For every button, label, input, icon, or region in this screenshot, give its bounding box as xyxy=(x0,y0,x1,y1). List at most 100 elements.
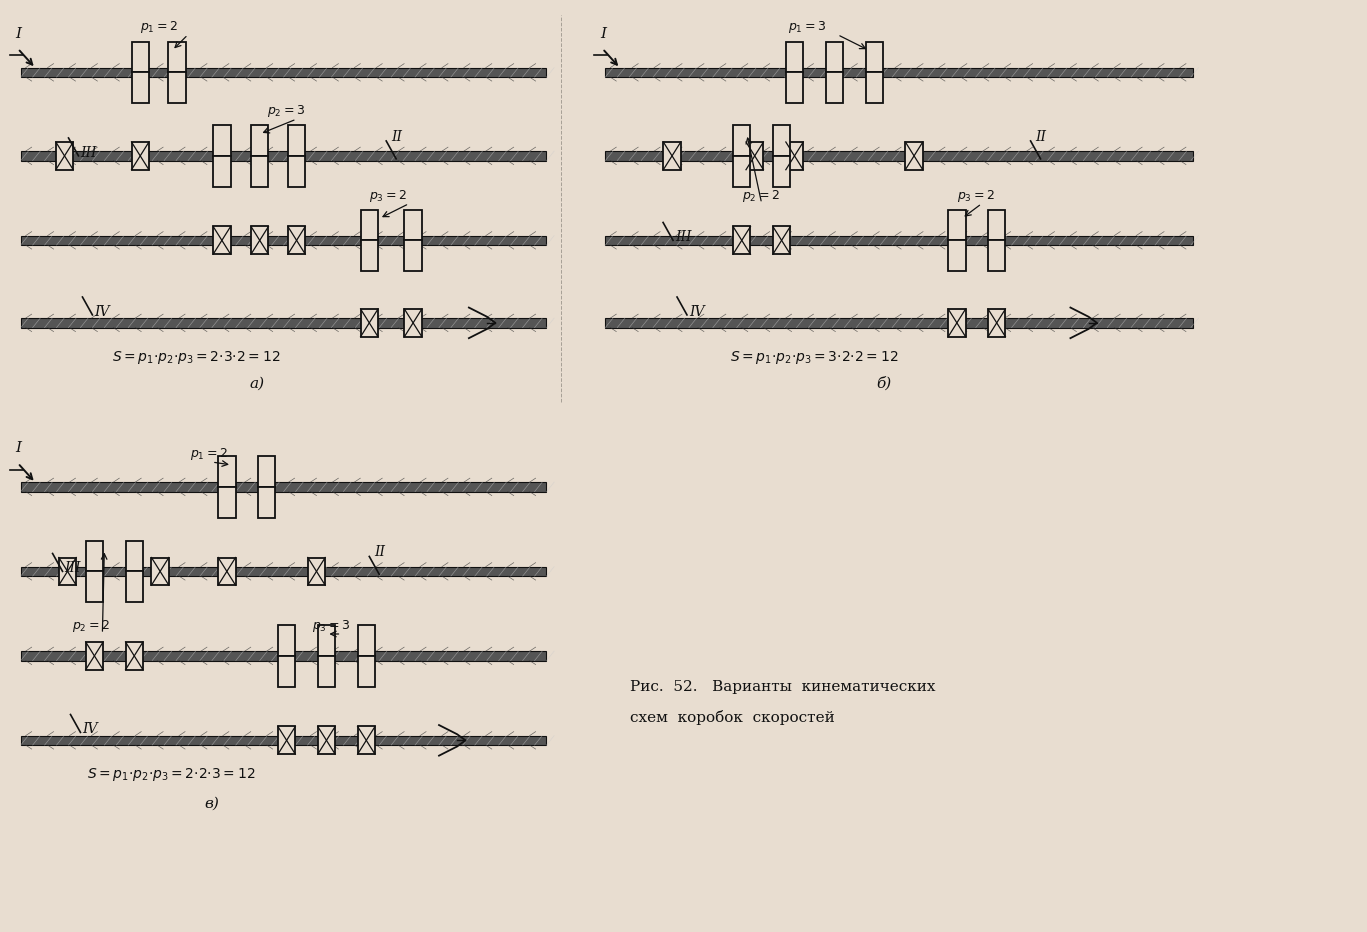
Bar xyxy=(772,226,790,254)
Bar xyxy=(949,309,965,336)
Bar xyxy=(317,726,335,754)
Bar xyxy=(131,73,149,103)
Text: схем  коробок  скоростей: схем коробок скоростей xyxy=(630,710,835,725)
Bar xyxy=(786,73,804,103)
Bar xyxy=(288,226,305,254)
Bar xyxy=(213,125,231,156)
Text: $p_1=2$: $p_1=2$ xyxy=(141,19,178,34)
Bar xyxy=(252,156,268,186)
Text: II: II xyxy=(375,545,385,559)
Text: II: II xyxy=(1036,130,1047,144)
Bar xyxy=(86,571,103,602)
Bar xyxy=(358,726,375,754)
Bar xyxy=(21,482,545,491)
Bar xyxy=(786,42,804,73)
Text: $p_3=2$: $p_3=2$ xyxy=(957,187,995,203)
Bar xyxy=(21,318,545,327)
Bar xyxy=(126,571,144,602)
Text: IV: IV xyxy=(689,305,704,319)
Text: $p_3=2$: $p_3=2$ xyxy=(369,187,407,203)
Bar xyxy=(278,656,295,687)
Bar xyxy=(21,236,545,245)
Bar xyxy=(606,151,1193,160)
Bar xyxy=(358,625,375,656)
Bar xyxy=(86,541,103,571)
Bar xyxy=(865,42,883,73)
Bar xyxy=(131,42,149,73)
Bar xyxy=(865,73,883,103)
Bar xyxy=(733,156,750,186)
Text: II: II xyxy=(391,130,402,144)
Bar xyxy=(21,735,545,745)
Bar xyxy=(746,142,763,170)
Text: III: III xyxy=(81,145,97,160)
Text: IV: IV xyxy=(82,722,98,736)
Bar xyxy=(288,156,305,186)
Bar xyxy=(988,309,1006,336)
Bar xyxy=(131,142,149,170)
Text: $S=p_1{\cdot}p_2{\cdot}p_3=3{\cdot}2{\cdot}2=12$: $S=p_1{\cdot}p_2{\cdot}p_3=3{\cdot}2{\cd… xyxy=(730,349,898,365)
Bar xyxy=(317,625,335,656)
Text: $p_3=3$: $p_3=3$ xyxy=(312,618,350,634)
Bar xyxy=(213,226,231,254)
Text: III: III xyxy=(675,230,692,244)
Text: I: I xyxy=(16,27,22,41)
Bar xyxy=(219,487,235,517)
Bar xyxy=(405,210,422,240)
Bar xyxy=(606,236,1193,245)
Bar xyxy=(168,73,186,103)
Bar xyxy=(308,557,325,585)
Text: $p_2=3$: $p_2=3$ xyxy=(267,103,305,119)
Bar xyxy=(905,142,923,170)
Bar xyxy=(59,557,77,585)
Bar xyxy=(86,642,103,670)
Text: б): б) xyxy=(876,377,891,391)
Bar xyxy=(168,42,186,73)
Bar xyxy=(988,210,1006,240)
Bar xyxy=(317,656,335,687)
Bar xyxy=(361,240,379,271)
Bar xyxy=(361,309,379,336)
Bar xyxy=(826,42,843,73)
Bar xyxy=(152,557,170,585)
Text: $S=p_1{\cdot}p_2{\cdot}p_3=2{\cdot}2{\cdot}3=12$: $S=p_1{\cdot}p_2{\cdot}p_3=2{\cdot}2{\cd… xyxy=(87,766,256,783)
Bar xyxy=(219,557,235,585)
Bar xyxy=(21,567,545,576)
Bar xyxy=(733,226,750,254)
Bar xyxy=(219,456,235,487)
Text: I: I xyxy=(600,27,607,41)
Bar xyxy=(252,125,268,156)
Bar xyxy=(786,142,804,170)
Bar xyxy=(949,210,965,240)
Bar xyxy=(21,651,545,661)
Text: в): в) xyxy=(205,797,219,811)
Bar xyxy=(288,125,305,156)
Text: $S=p_1{\cdot}p_2{\cdot}p_3=2{\cdot}3{\cdot}2=12$: $S=p_1{\cdot}p_2{\cdot}p_3=2{\cdot}3{\cd… xyxy=(112,349,280,365)
Bar xyxy=(606,318,1193,327)
Bar xyxy=(252,226,268,254)
Text: IV: IV xyxy=(94,305,109,319)
Bar xyxy=(826,73,843,103)
Text: а): а) xyxy=(249,377,264,391)
Text: Рис.  52.   Варианты  кинематических: Рис. 52. Варианты кинематических xyxy=(630,679,936,693)
Text: I: I xyxy=(16,441,22,455)
Bar xyxy=(21,68,545,77)
Text: III: III xyxy=(64,561,81,575)
Bar xyxy=(663,142,681,170)
Bar xyxy=(733,125,750,156)
Bar xyxy=(772,125,790,156)
Bar xyxy=(949,240,965,271)
Bar xyxy=(278,625,295,656)
Text: $p_2=2$: $p_2=2$ xyxy=(742,187,779,203)
Bar xyxy=(213,156,231,186)
Bar xyxy=(988,240,1006,271)
Bar xyxy=(126,642,144,670)
Text: $p_1=3$: $p_1=3$ xyxy=(787,19,826,34)
Bar xyxy=(21,151,545,160)
Bar xyxy=(258,456,275,487)
Text: $p_1=2$: $p_1=2$ xyxy=(190,446,228,462)
Bar xyxy=(606,68,1193,77)
Text: $p_2=2$: $p_2=2$ xyxy=(72,618,111,634)
Bar xyxy=(126,541,144,571)
Bar xyxy=(405,240,422,271)
